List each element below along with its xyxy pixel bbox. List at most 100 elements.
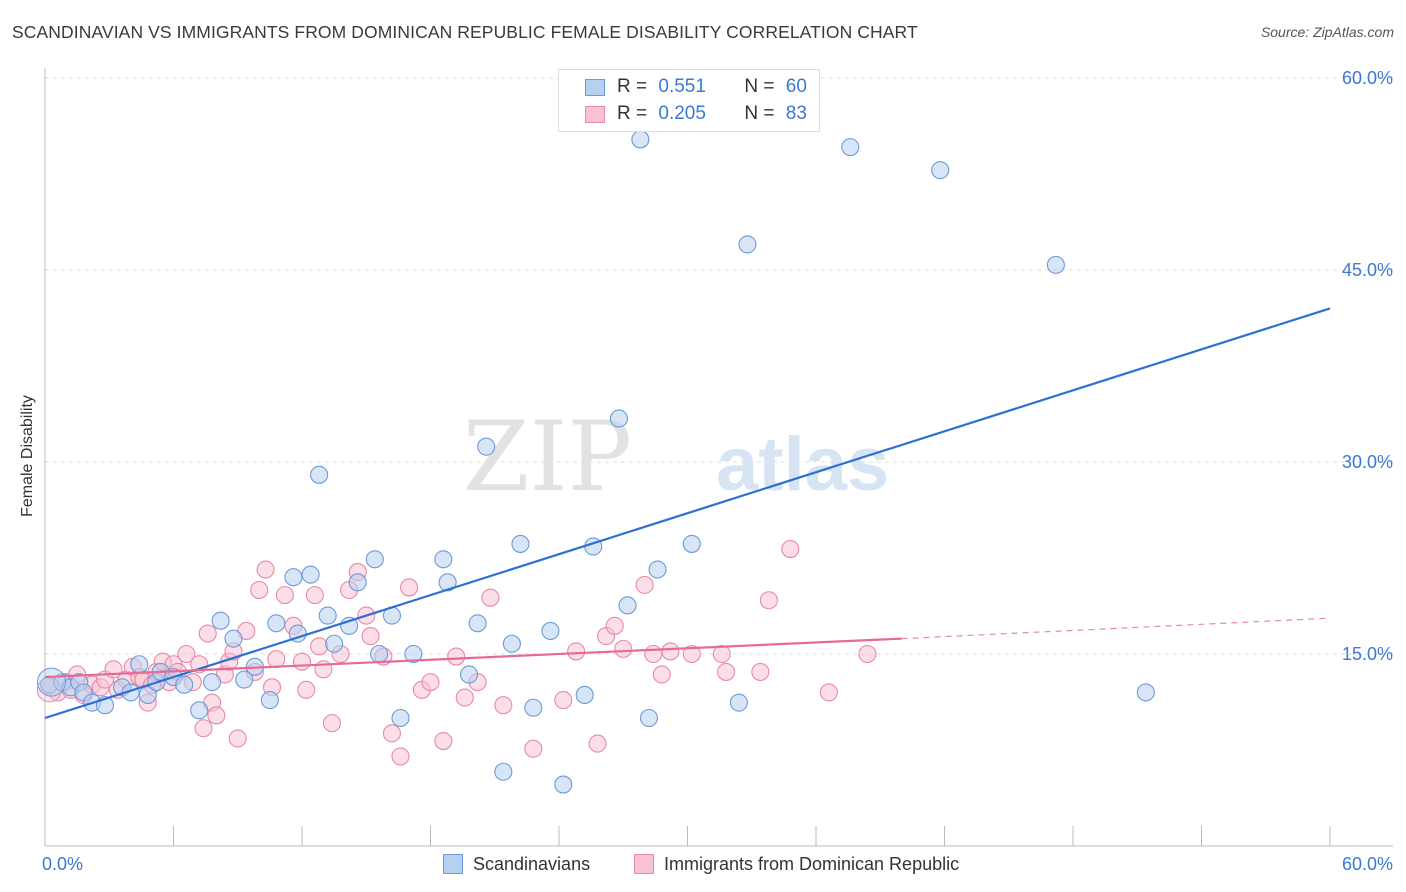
- legend-r-value: 0.205: [658, 103, 706, 124]
- point-scandinavian: [1136, 683, 1155, 702]
- legend: R = 0.551 N = 60 R = 0.205 N = 83: [558, 69, 820, 132]
- legend-n-value: 60: [785, 76, 807, 97]
- chart-title: SCANDINAVIAN VS IMMIGRANTS FROM DOMINICA…: [12, 22, 918, 42]
- point-dominican: [361, 627, 380, 646]
- point-dominican: [494, 696, 513, 715]
- y-tick-label: 15.0%: [1342, 644, 1393, 664]
- legend-row-dominican: R = 0.205 N = 83: [585, 102, 807, 126]
- point-dominican: [305, 586, 324, 605]
- tick-labels: 15.0% 30.0% 45.0% 60.0% 0.0% 60.0%: [42, 68, 1393, 874]
- bottom-legend-swatch-pink: [634, 854, 654, 874]
- point-dominican: [652, 665, 671, 684]
- point-scandinavian: [175, 675, 194, 694]
- y-tick-label: 45.0%: [1342, 260, 1393, 280]
- watermark-zip: ZIP: [463, 401, 632, 513]
- point-dominican: [391, 747, 410, 766]
- point-scandinavian: [190, 701, 209, 720]
- trend-line-dominican-extension: [901, 617, 1331, 640]
- point-scandinavian: [138, 685, 157, 705]
- legend-n-label: N =: [744, 76, 780, 97]
- point-scandinavian: [682, 534, 701, 553]
- point-dominican: [434, 731, 453, 751]
- bottom-legend-dominican: Immigrants from Dominican Republic: [634, 852, 959, 876]
- legend-row-scandinavians: R = 0.551 N = 60: [585, 75, 807, 99]
- point-scandinavian: [267, 614, 286, 633]
- point-dominican: [250, 580, 269, 600]
- y-tick-label: 60.0%: [1342, 68, 1393, 88]
- point-dominican: [292, 652, 312, 671]
- grid-lines: [45, 77, 1393, 655]
- point-scandinavian: [631, 130, 650, 149]
- point-dominican: [819, 683, 838, 702]
- point-scandinavian: [318, 606, 337, 625]
- point-scandinavian: [284, 568, 303, 587]
- point-scandinavian: [1046, 255, 1065, 274]
- point-dominican: [716, 662, 736, 681]
- point-scandinavian: [325, 634, 344, 653]
- point-dominican: [455, 688, 474, 707]
- point-scandinavian: [931, 161, 950, 180]
- point-scandinavian: [477, 437, 496, 456]
- point-dominican: [322, 714, 342, 733]
- point-scandinavian: [729, 693, 748, 712]
- legend-n-value: 83: [785, 103, 807, 124]
- point-scandinavian: [648, 560, 667, 579]
- point-scandinavian: [554, 775, 573, 794]
- trend-line-dominican: [44, 637, 902, 679]
- legend-r-label: R =: [617, 103, 653, 124]
- point-scandinavian: [459, 665, 479, 684]
- point-scandinavian: [365, 550, 384, 569]
- point-dominican: [275, 586, 294, 605]
- point-scandinavian: [224, 629, 243, 648]
- watermark-atlas: atlas: [716, 422, 889, 507]
- point-dominican: [567, 642, 586, 661]
- point-scandinavian: [841, 138, 860, 157]
- point-scandinavian: [494, 762, 513, 781]
- trend-lines: [44, 307, 1331, 720]
- point-dominican: [759, 591, 778, 610]
- point-dominican: [644, 644, 663, 664]
- point-scandinavian-cluster: [36, 667, 66, 697]
- point-dominican: [297, 680, 316, 699]
- point-dominican: [554, 691, 573, 710]
- source-label: Source: ZipAtlas.com: [1260, 24, 1394, 40]
- point-dominican: [858, 644, 877, 664]
- point-scandinavian: [575, 685, 594, 705]
- point-scandinavian: [235, 670, 254, 689]
- point-dominican: [781, 539, 800, 559]
- bottom-legend-scandinavians: Scandinavians: [443, 852, 590, 876]
- point-scandinavian: [541, 621, 560, 641]
- point-dominican: [447, 647, 466, 666]
- point-dominican: [207, 706, 226, 725]
- point-dominican: [751, 662, 770, 681]
- point-scandinavian: [609, 409, 629, 428]
- legend-swatch-blue: [585, 78, 605, 96]
- point-scandinavian: [260, 691, 279, 710]
- axes: [44, 68, 1393, 847]
- trend-line-scandinavians: [44, 307, 1331, 720]
- point-scandinavian: [502, 634, 521, 653]
- point-dominican: [421, 673, 440, 692]
- bottom-legend-label: Immigrants from Dominican Republic: [664, 853, 960, 874]
- point-dominican: [267, 650, 286, 669]
- point-dominican: [712, 644, 731, 664]
- point-dominican: [588, 734, 607, 753]
- point-dominican: [228, 729, 247, 748]
- point-scandinavian: [310, 465, 329, 484]
- point-dominican: [661, 642, 680, 661]
- point-scandinavian: [391, 708, 410, 728]
- point-scandinavian: [639, 708, 659, 728]
- point-scandinavian: [738, 235, 757, 254]
- point-dominican: [635, 575, 654, 594]
- point-dominican: [524, 739, 543, 758]
- point-scandinavian: [370, 644, 389, 664]
- point-dominican: [682, 644, 701, 664]
- bottom-legend-swatch-blue: [443, 854, 463, 874]
- point-scandinavian: [211, 611, 230, 630]
- point-scandinavian: [468, 614, 487, 633]
- point-scandinavian: [618, 596, 637, 615]
- point-dominican: [310, 637, 329, 656]
- watermark: ZIP atlas: [463, 401, 889, 513]
- legend-r-value: 0.551: [658, 76, 706, 97]
- y-axis-label: Female Disability: [19, 395, 36, 517]
